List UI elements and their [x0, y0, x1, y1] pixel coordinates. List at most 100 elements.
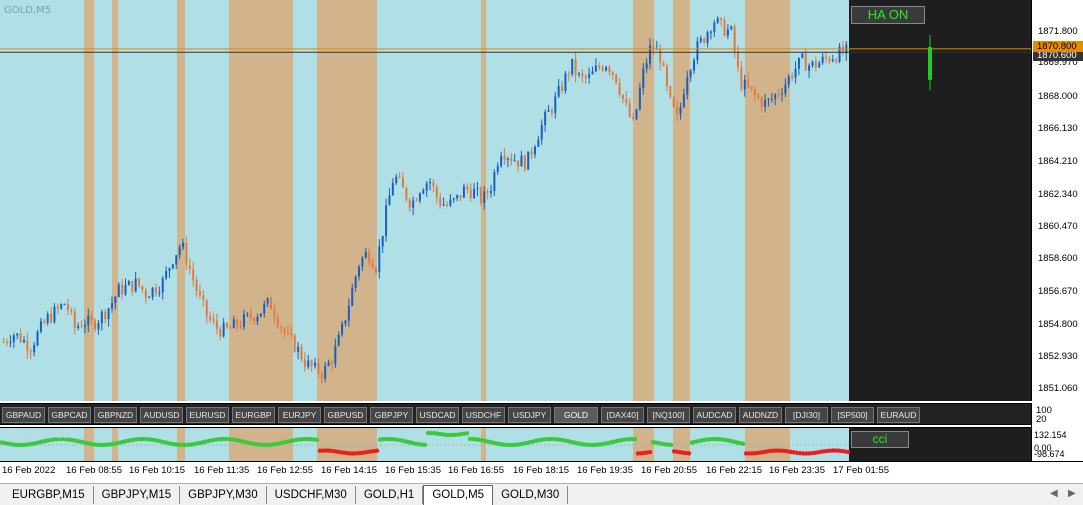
symbol-button-gbpaud[interactable]: GBPAUD [2, 407, 45, 423]
candle-body [500, 155, 503, 166]
time-tick-label: 16 Feb 22:15 [706, 465, 762, 476]
chart-tab-gold-m30[interactable]: GOLD,M30 [493, 486, 569, 504]
candle-body [669, 86, 672, 98]
time-tick-label: 16 Feb 19:35 [577, 465, 633, 476]
candle-body [327, 362, 330, 366]
symbol-button-audcad[interactable]: AUDCAD [693, 407, 736, 423]
candle-body [632, 117, 635, 120]
symbol-button-eurusd[interactable]: EURUSD [186, 407, 229, 423]
candle-body [385, 205, 388, 236]
symbol-button-gbpnzd[interactable]: GBPNZD [94, 407, 137, 423]
candle-body [33, 345, 36, 353]
symbol-button-audnzd[interactable]: AUDNZD [739, 407, 782, 423]
candle-body [300, 346, 303, 360]
candle-body [479, 188, 482, 203]
candle-body [659, 48, 662, 63]
symbol-button-sp500[interactable]: [SP500] [831, 407, 874, 423]
candle-body [442, 204, 445, 206]
candle-body [764, 99, 767, 107]
candle-body [239, 326, 242, 328]
candle-body [469, 189, 472, 199]
candle-body [402, 177, 405, 188]
candle-body [459, 195, 462, 198]
candle-body [537, 139, 540, 147]
scroll-right-icon[interactable]: ▶ [1068, 488, 1076, 499]
candle-body [533, 146, 536, 155]
candle-body [110, 303, 113, 309]
scale-100: 100 [1036, 405, 1052, 416]
candle-body [212, 319, 215, 321]
candle-body [94, 320, 97, 330]
candle-body [266, 298, 269, 304]
candle-body [422, 190, 425, 194]
candle-body [686, 77, 689, 95]
candle-body [242, 314, 245, 327]
candle-body [550, 110, 553, 113]
chart-tab-eurgbp-m15[interactable]: EURGBP,M15 [4, 486, 94, 504]
candle-body [334, 345, 337, 365]
candle-body [236, 319, 239, 327]
symbol-button-audusd[interactable]: AUDUSD [140, 407, 183, 423]
symbol-button-usdcad[interactable]: USDCAD [416, 407, 459, 423]
candle-body [818, 62, 821, 68]
candle-body [435, 186, 438, 198]
symbol-button-usdjpy[interactable]: USDJPY [508, 407, 551, 423]
symbol-button-gbpjpy[interactable]: GBPJPY [370, 407, 413, 423]
candle-body [835, 59, 838, 62]
candle-body [263, 303, 266, 314]
candle-body [276, 317, 279, 327]
chart-tab-gold-h1[interactable]: GOLD,H1 [356, 486, 424, 504]
symbol-button-euraud[interactable]: EURAUD [877, 407, 920, 423]
candle-body [645, 63, 648, 69]
candlestick-chart[interactable] [0, 0, 1031, 401]
candle-body [358, 266, 361, 277]
symbol-button-usdchf[interactable]: USDCHF [462, 407, 505, 423]
candle-body [188, 265, 191, 270]
candle-body [574, 58, 577, 75]
symbol-button-gbpusd[interactable]: GBPUSD [324, 407, 367, 423]
chart-tab-gbpjpy-m30[interactable]: GBPJPY,M30 [180, 486, 267, 504]
ha-on-button[interactable]: HA ON [851, 6, 925, 24]
candle-body [185, 243, 188, 266]
symbol-button-nq100[interactable]: [NQ100] [647, 407, 690, 423]
candle-body [161, 278, 164, 293]
candle-body [310, 360, 313, 367]
candle-body [12, 335, 15, 342]
symbol-button-dax40[interactable]: [DAX40] [601, 407, 644, 423]
symbol-button-eurgbp[interactable]: EURGBP [232, 407, 275, 423]
time-tick-label: 16 Feb 16:55 [448, 465, 504, 476]
symbol-button-gold[interactable]: GOLD [554, 407, 598, 423]
candle-body [297, 346, 300, 352]
candle-body [743, 79, 746, 90]
candle-body [672, 97, 675, 108]
candle-body [22, 339, 25, 343]
chart-tab-gold-m5[interactable]: GOLD,M5 [423, 485, 494, 505]
candle-body [838, 46, 841, 62]
cci-dot [740, 441, 746, 446]
session-band [745, 0, 790, 401]
symbol-button-eurjpy[interactable]: EURJPY [278, 407, 321, 423]
candle-body [794, 68, 797, 78]
candle-body [391, 182, 394, 196]
price-chart[interactable]: GOLD,M5 HA ON 1871.800 1869.970 1868.000 18… [0, 0, 1083, 401]
candle-body [483, 191, 486, 203]
price-tick-label: 1864.210 [1038, 156, 1078, 168]
chart-tab-gbpjpy-m15[interactable]: GBPJPY,M15 [94, 486, 181, 504]
cci-button[interactable]: cci [851, 431, 909, 448]
candle-body [594, 65, 597, 72]
price-tick-label: 1852.930 [1038, 350, 1078, 362]
time-tick-label: 16 Feb 10:15 [129, 465, 185, 476]
candle-body [202, 295, 205, 300]
chart-tab-usdchf-m30[interactable]: USDCHF,M30 [267, 486, 356, 504]
candle-body [314, 362, 317, 367]
symbol-button-gbpcad[interactable]: GBPCAD [48, 407, 91, 423]
candle-body [124, 285, 127, 295]
candle-body [378, 246, 381, 272]
cci-dot [464, 431, 470, 436]
candle-body [774, 94, 777, 99]
scroll-left-icon[interactable]: ◀ [1050, 488, 1058, 499]
cci-indicator-panel[interactable]: CCI(14) 100.154 ... cci [0, 427, 1031, 462]
candle-body [198, 291, 201, 296]
symbol-button-dji30[interactable]: [DJI30] [785, 407, 828, 423]
candle-body [429, 181, 432, 184]
